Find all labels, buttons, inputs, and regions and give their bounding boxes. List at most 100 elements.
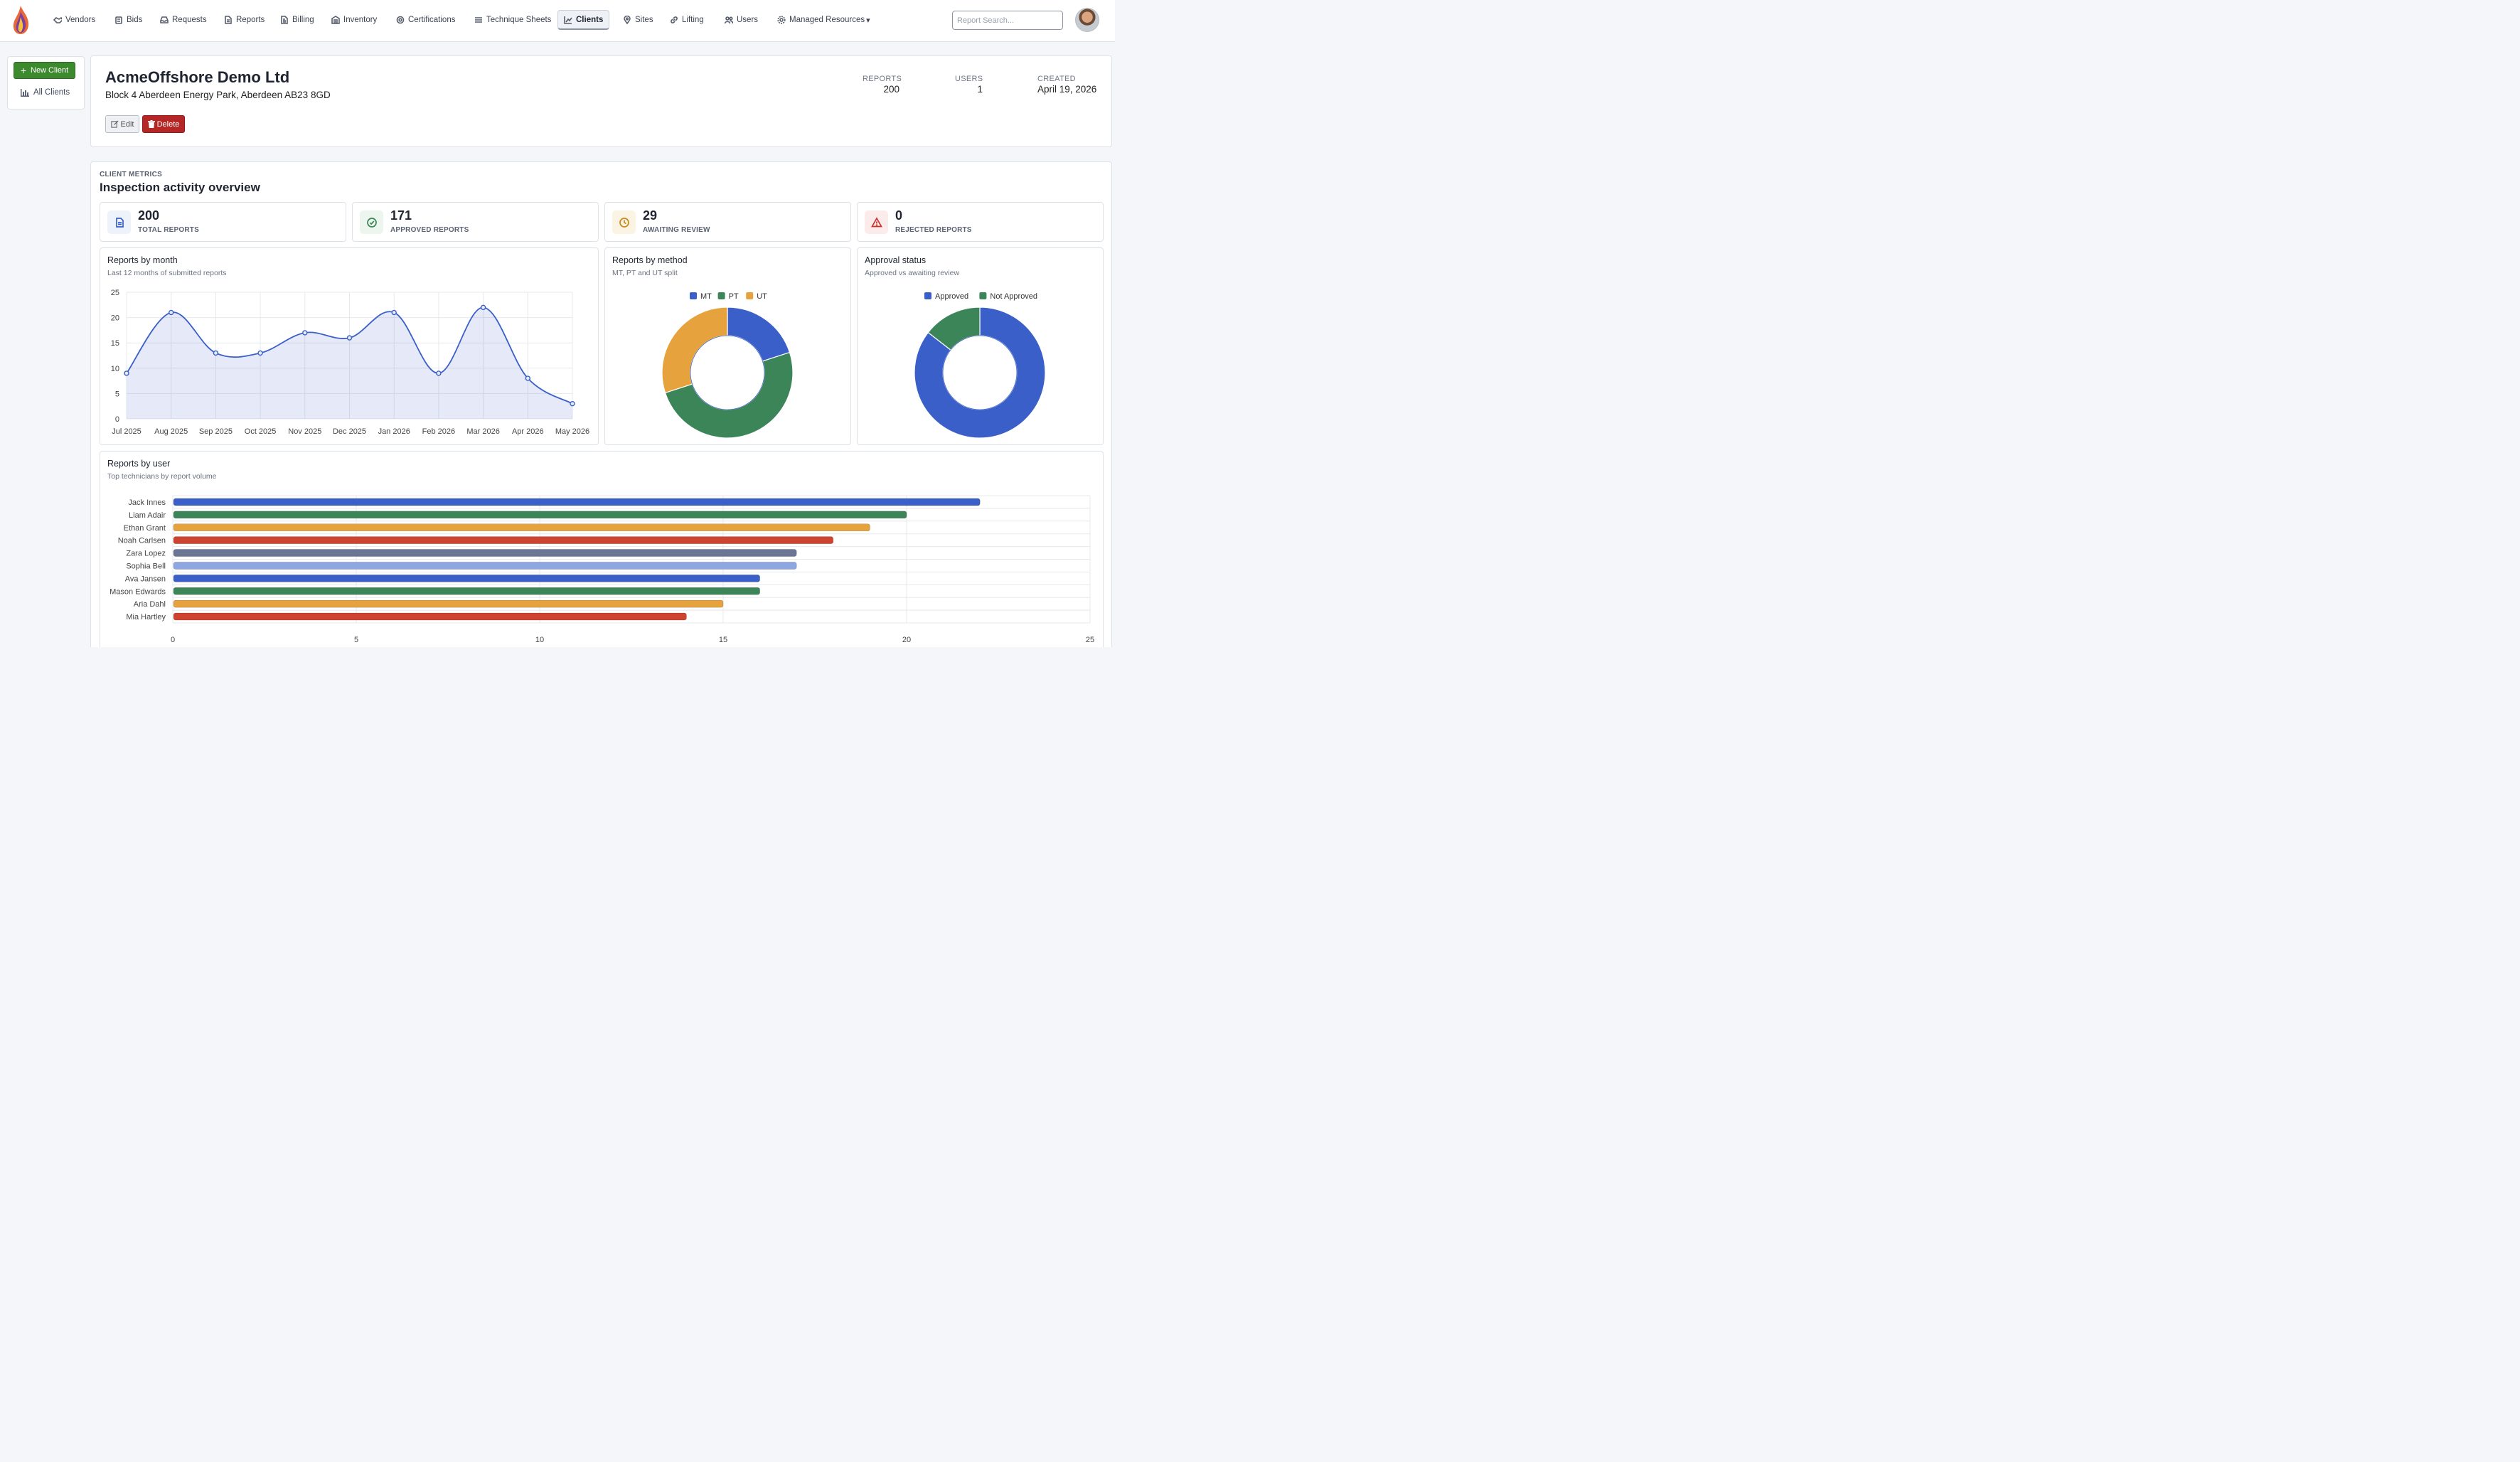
x-tick-label: 20 xyxy=(902,636,911,644)
delete-button[interactable]: Delete xyxy=(142,115,185,133)
chart-subtitle: MT, PT and UT split xyxy=(612,269,678,277)
data-point xyxy=(525,375,530,381)
y-tick-label: Ethan Grant xyxy=(124,524,166,533)
chart-title: Reports by month xyxy=(107,255,178,265)
nav-item-lifting[interactable]: Lifting xyxy=(664,10,710,30)
x-tick-label: Feb 2026 xyxy=(422,427,455,436)
report-search-input[interactable] xyxy=(952,11,1063,30)
all-clients-link[interactable]: All Clients xyxy=(21,88,70,97)
nav-item-label: Lifting xyxy=(682,16,704,24)
nav-item-certifications[interactable]: Certifications xyxy=(390,10,461,30)
line-chart: 0 5 10 15 20 25 Jul 2025 Aug 2025 Sep 2025 Oct 20… xyxy=(111,289,589,436)
x-tick-label: Oct 2025 xyxy=(245,427,277,436)
kpi-value: 0 xyxy=(895,208,903,223)
app-root: Vendors Bids Requests Reports Billing Invento… xyxy=(0,0,1115,647)
warehouse-icon xyxy=(331,16,340,24)
invoice-icon xyxy=(281,16,288,24)
method-donut-chart: MT PT UT xyxy=(661,292,794,439)
legend-label: UT xyxy=(757,292,767,301)
client-header-card: AcmeOffshore Demo Ltd Block 4 Aberdeen E… xyxy=(90,55,1112,147)
bar xyxy=(173,575,760,582)
chart-title: Reports by user xyxy=(107,459,171,469)
plus-icon: + xyxy=(20,65,26,76)
nav-item-vendors[interactable]: Vendors xyxy=(48,10,101,30)
nav-item-inventory[interactable]: Inventory xyxy=(326,10,383,30)
nav-item-technique-sheets[interactable]: Technique Sheets xyxy=(469,10,557,30)
donut-hole xyxy=(942,335,1018,410)
handshake-icon xyxy=(53,16,62,23)
bar xyxy=(173,536,834,544)
legend-label: Not Approved xyxy=(990,292,1037,301)
legend-swatch xyxy=(717,292,725,299)
nav-item-label: Reports xyxy=(236,16,265,24)
kpi-card-awaiting-review: 29 AWAITING REVIEW xyxy=(604,202,851,242)
approval-donut-chart: Approved Not Approved xyxy=(914,292,1046,439)
nav-item-label: Bids xyxy=(127,16,143,24)
y-tick-label: Jack Innes xyxy=(128,498,166,507)
nav-item-reports[interactable]: Reports xyxy=(218,10,270,30)
nav-item-requests[interactable]: Requests xyxy=(154,10,213,30)
bar xyxy=(173,498,981,506)
data-point xyxy=(480,304,486,311)
data-point xyxy=(257,350,263,356)
line-area-fill xyxy=(127,307,572,419)
x-tick-label: 5 xyxy=(354,636,358,644)
nav-item-sites[interactable]: Sites xyxy=(617,10,659,30)
data-point xyxy=(391,309,397,316)
chart-icon xyxy=(564,16,572,24)
nav-item-label: Certifications xyxy=(408,16,456,24)
edit-label: Edit xyxy=(120,119,134,129)
y-tick-label: 25 xyxy=(111,289,119,297)
bar xyxy=(173,511,907,519)
nav-item-label: Billing xyxy=(292,16,314,24)
legend-swatch xyxy=(979,292,987,299)
bar-chart: 0 5 10 15 20 25 Jack Innes Liam Adair Ethan Gran… xyxy=(110,495,1094,644)
y-tick-label: 15 xyxy=(111,339,119,348)
trash-icon xyxy=(147,120,155,128)
y-tick-label: 10 xyxy=(111,365,119,373)
legend-swatch xyxy=(746,292,754,299)
client-address: Block 4 Aberdeen Energy Park, Aberdeen A… xyxy=(105,90,331,100)
data-point xyxy=(436,370,442,376)
reports-by-method-panel: Reports by method MT, PT and UT split MT… xyxy=(604,247,851,445)
x-tick-label: 15 xyxy=(719,636,727,644)
x-tick-label: 0 xyxy=(171,636,175,644)
nav-item-managed-resources[interactable]: Managed Resources ▾ xyxy=(772,10,876,30)
chart-subtitle: Approved vs awaiting review xyxy=(865,269,960,277)
legend-swatch xyxy=(924,292,931,299)
legend-label: Approved xyxy=(935,292,968,301)
stat-reports-value: 200 xyxy=(883,84,899,95)
kpi-card-total-reports: 200 TOTAL REPORTS xyxy=(100,202,346,242)
chart-title: Reports by method xyxy=(612,255,688,265)
y-tick-label: Aria Dahl xyxy=(134,600,166,609)
stat-users-label: USERS xyxy=(955,75,983,83)
y-tick-label: 20 xyxy=(111,314,119,323)
legend-label: MT xyxy=(700,292,712,301)
chart-icon xyxy=(21,88,29,97)
data-point xyxy=(302,330,308,336)
company-logo[interactable] xyxy=(10,4,31,36)
nav-item-billing[interactable]: Billing xyxy=(274,10,320,30)
kpi-label: REJECTED REPORTS xyxy=(895,226,972,234)
x-tick-label: Apr 2026 xyxy=(512,427,544,436)
user-avatar[interactable] xyxy=(1075,8,1099,32)
kpi-value: 171 xyxy=(390,208,412,223)
nav-item-clients[interactable]: Clients xyxy=(557,10,610,30)
list-icon xyxy=(475,17,482,23)
data-point xyxy=(213,350,219,356)
clients-sidebar: + New Client All Clients xyxy=(7,56,85,110)
top-nav: Vendors Bids Requests Reports Billing Invento… xyxy=(0,0,1115,42)
y-tick-label: Sophia Bell xyxy=(126,562,166,570)
new-client-label: New Client xyxy=(31,66,69,75)
new-client-button[interactable]: + New Client xyxy=(14,62,75,79)
edit-button[interactable]: Edit xyxy=(105,115,139,133)
y-tick-label: Zara Lopez xyxy=(126,550,166,558)
kpi-card-approved-reports: 171 APPROVED REPORTS xyxy=(352,202,599,242)
nav-item-bids[interactable]: Bids xyxy=(109,10,148,30)
x-tick-label: 10 xyxy=(535,636,544,644)
client-metrics-panel: CLIENT METRICS Inspection activity overv… xyxy=(90,161,1112,647)
kpi-value: 200 xyxy=(138,208,160,223)
metrics-kicker: CLIENT METRICS xyxy=(100,171,163,178)
metrics-title: Inspection activity overview xyxy=(100,181,260,194)
nav-item-users[interactable]: Users xyxy=(719,10,764,30)
